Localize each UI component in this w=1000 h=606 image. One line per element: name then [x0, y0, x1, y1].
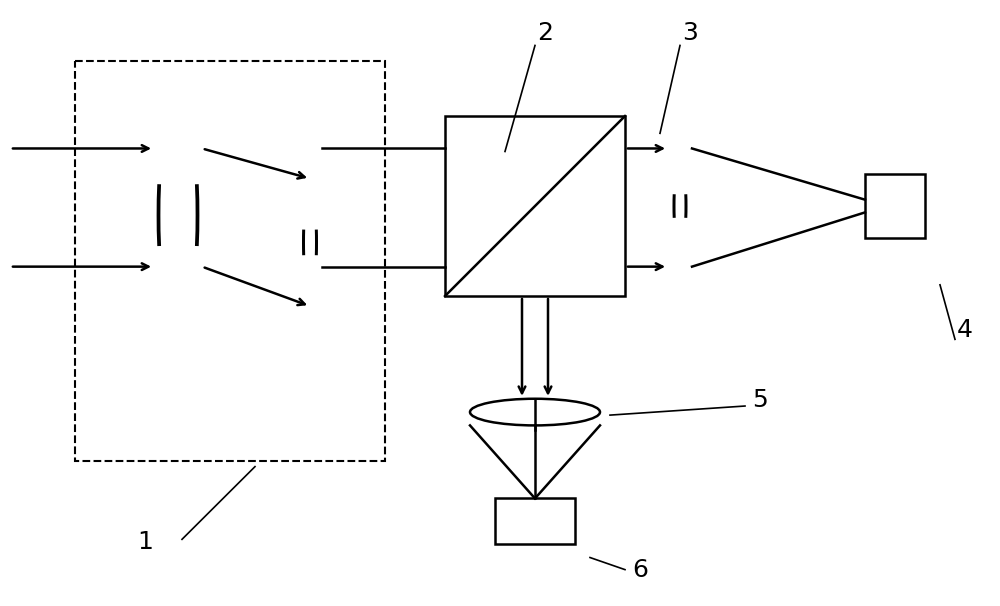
Text: 4: 4 — [957, 318, 973, 342]
Bar — [865, 175, 925, 238]
Text: 2: 2 — [537, 21, 553, 45]
Text: 3: 3 — [682, 21, 698, 45]
Text: 1: 1 — [137, 530, 153, 554]
Text: 6: 6 — [632, 558, 648, 582]
Bar — [75, 61, 385, 461]
Bar — [495, 498, 575, 544]
Text: 5: 5 — [752, 388, 768, 412]
Bar — [445, 116, 625, 296]
